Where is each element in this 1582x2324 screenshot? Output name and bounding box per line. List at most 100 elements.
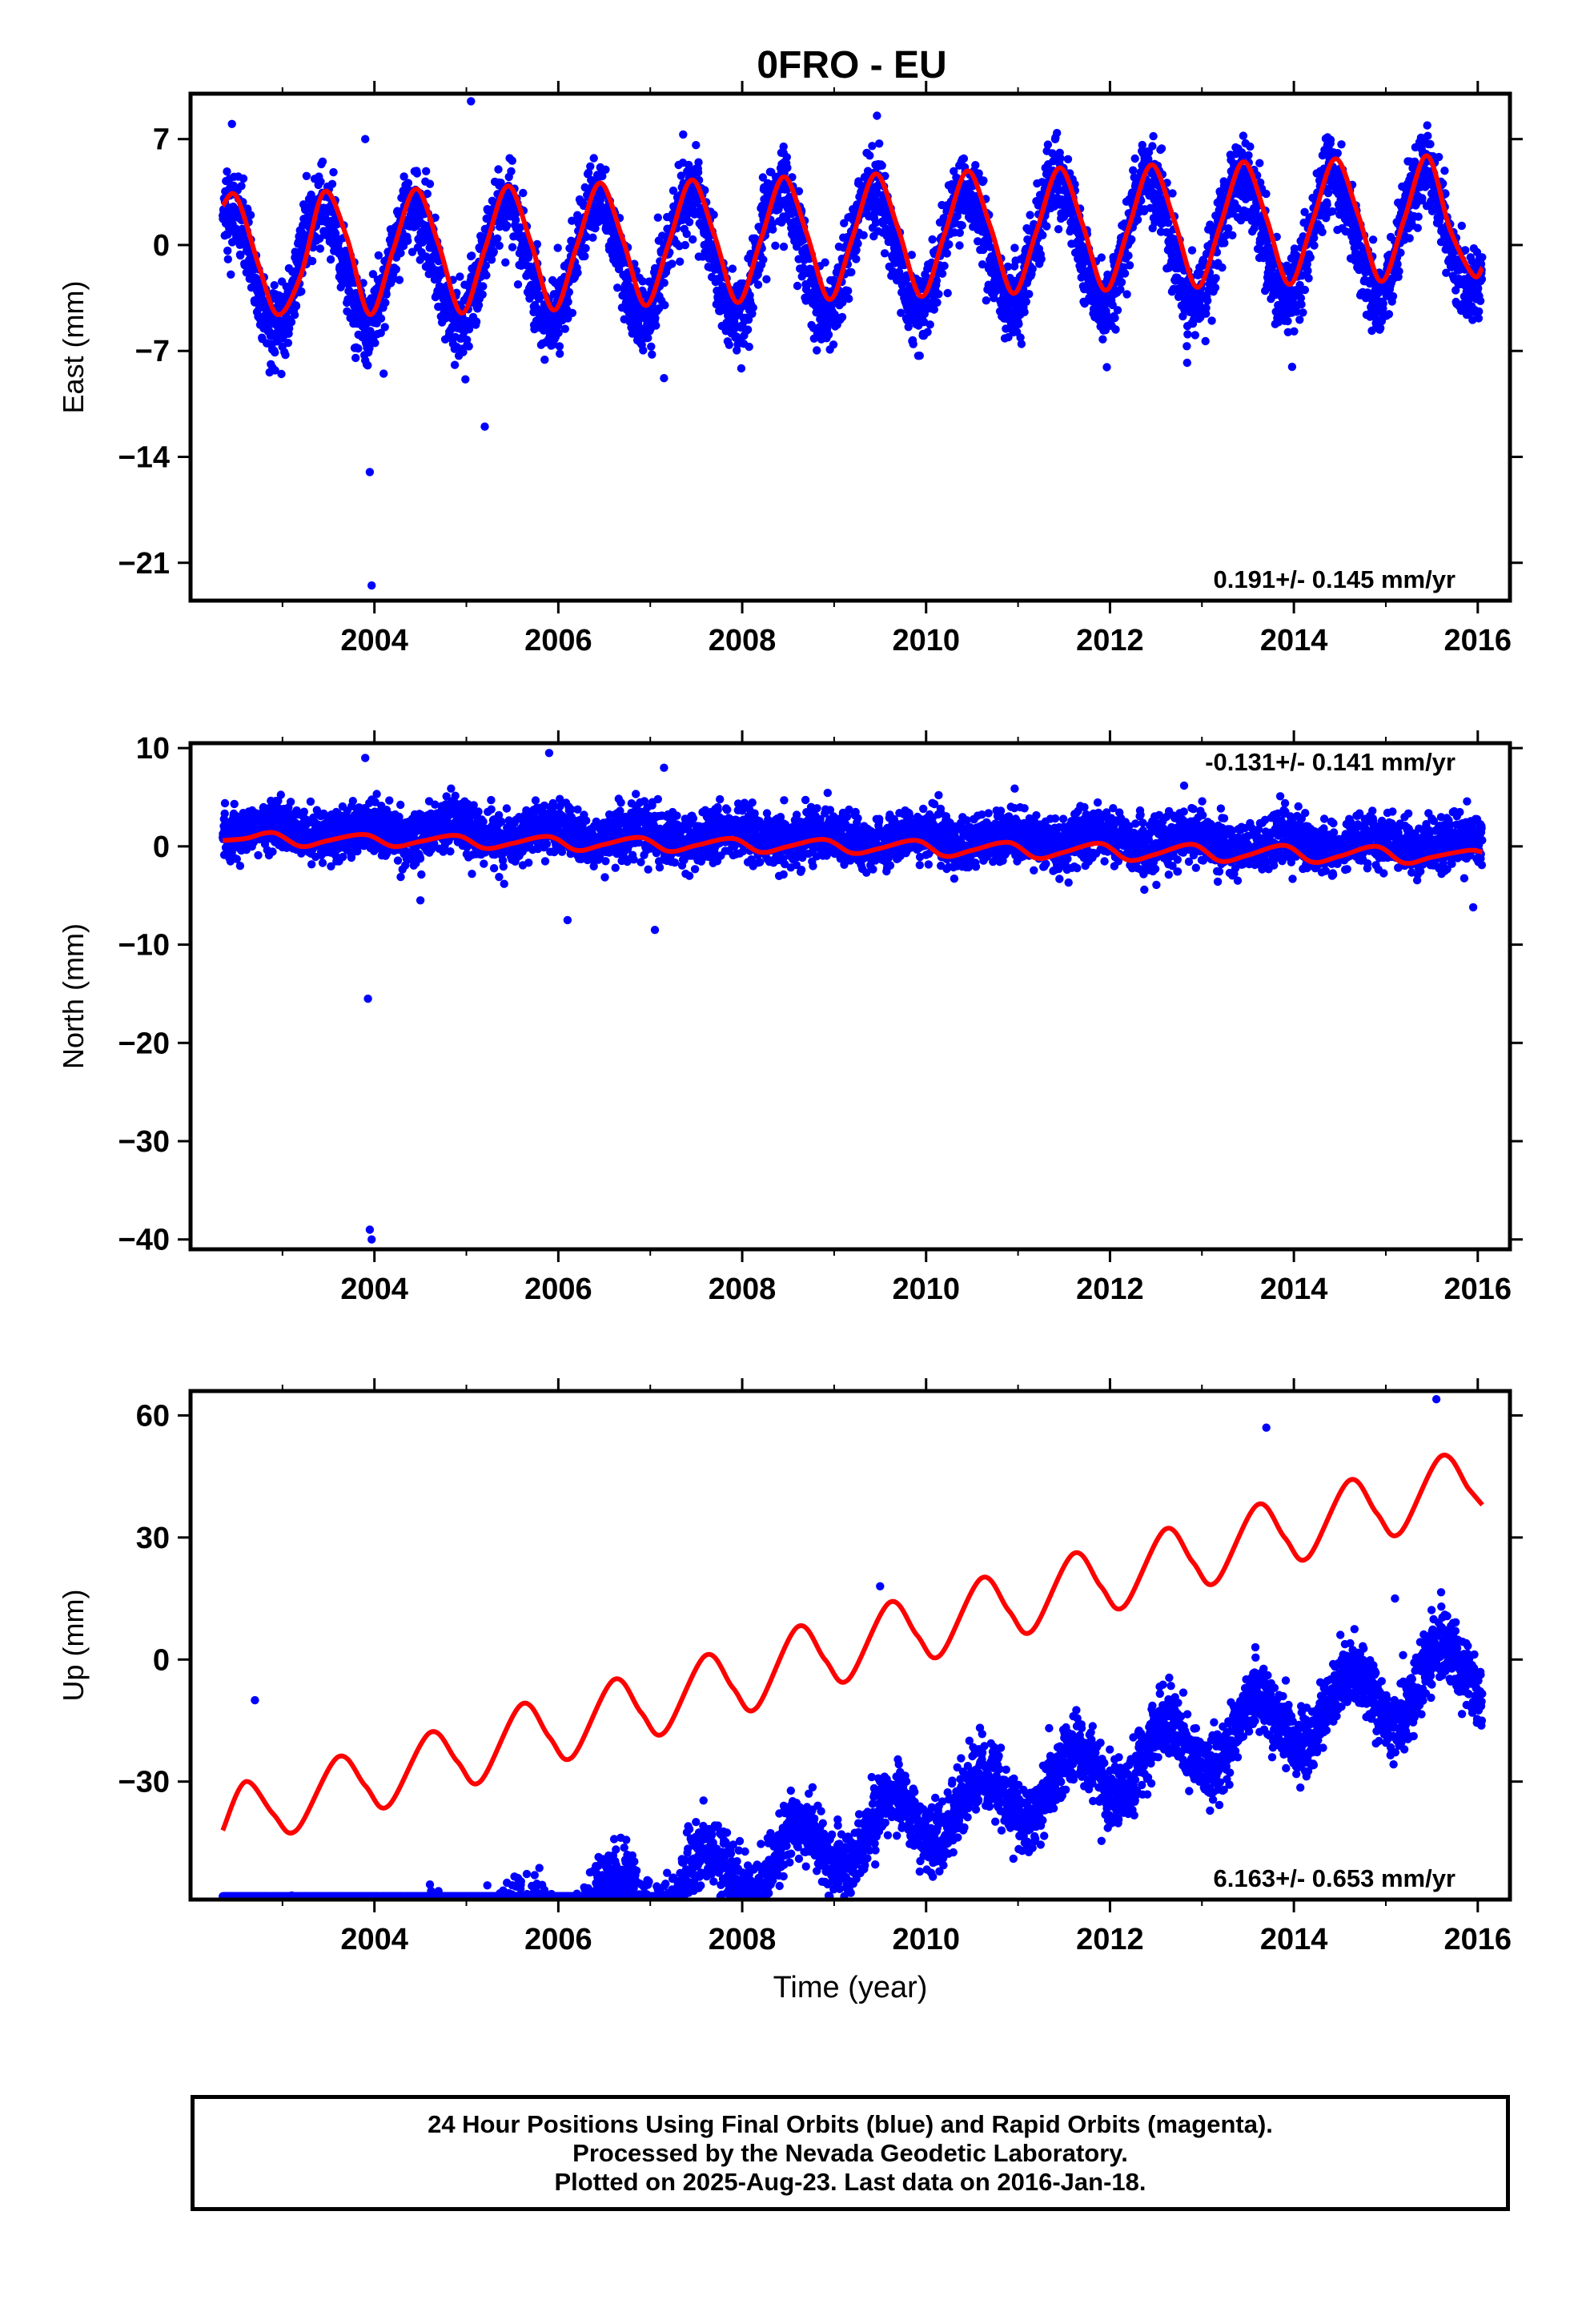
east-y-tick-label: −21 (118, 547, 170, 581)
east-data-point (1026, 211, 1034, 219)
east-data-point (1218, 263, 1227, 272)
east-data-point (223, 246, 232, 255)
east-data-point (318, 157, 327, 166)
figure-title: 0FRO - EU (757, 44, 946, 86)
east-data-point (737, 364, 746, 373)
east-data-point (582, 232, 591, 241)
east-data-point (343, 307, 351, 316)
east-data-point (1129, 166, 1138, 175)
east-data-point (416, 255, 424, 264)
east-data-point (1440, 167, 1449, 175)
east-data-point (472, 317, 481, 326)
east-data-point (769, 225, 777, 234)
east-data-point (281, 351, 290, 360)
east-data-point (1323, 200, 1331, 209)
east-data-point (1476, 296, 1485, 305)
east-plot-frame (188, 91, 1512, 603)
east-data-point (1426, 139, 1435, 149)
east-data-point (1255, 159, 1264, 167)
east-outlier-point (779, 142, 788, 151)
east-data-point (1020, 308, 1029, 316)
east-data-point (943, 288, 952, 298)
east-data-point (291, 302, 301, 311)
east-data-point (374, 251, 383, 260)
east-x-tick-label: 2016 (1444, 624, 1512, 657)
east-data-point (395, 275, 404, 284)
east-data-point (1207, 316, 1216, 325)
east-data-point (749, 304, 757, 312)
east-data-point (1148, 142, 1157, 151)
east-data-point (1295, 316, 1304, 324)
east-x-tick-label: 2014 (1260, 624, 1328, 657)
east-data-point (829, 340, 838, 349)
east-y-tick-label: 0 (153, 229, 170, 263)
north-data-point (220, 809, 229, 818)
east-data-point (290, 311, 299, 320)
east-data-point (1053, 128, 1062, 138)
east-data-point (495, 241, 504, 250)
east-data-point (223, 255, 232, 263)
east-data-point (1201, 336, 1210, 346)
east-data-point (1393, 259, 1402, 269)
east-data-point (1297, 300, 1306, 309)
east-data-point (1310, 241, 1319, 250)
east-data-point (1423, 131, 1432, 140)
east-data-point (926, 320, 934, 329)
east-data-point (923, 328, 932, 336)
east-data-point (824, 330, 833, 340)
east-data-point (1183, 330, 1192, 339)
east-data-point (1300, 285, 1310, 295)
east-data-point (852, 255, 861, 263)
east-data-point (1010, 243, 1019, 252)
east-data-point (762, 275, 771, 283)
east-data-point (371, 339, 379, 348)
east-data-point (271, 366, 279, 375)
east-data-point (412, 169, 422, 178)
east-data-point (668, 259, 677, 268)
east-data-point (1113, 306, 1122, 315)
north-data-point (254, 850, 263, 860)
east-data-point (270, 281, 279, 290)
east-outlier-point (660, 374, 669, 383)
east-data-point (589, 154, 598, 163)
east-data-point (651, 314, 660, 323)
east-data-point (227, 270, 235, 279)
east-data-point (494, 165, 503, 174)
north-points (219, 749, 1487, 1244)
east-data-point (316, 177, 325, 186)
east-data-point (1244, 151, 1253, 160)
east-data-point (681, 240, 689, 250)
east-data-point (400, 172, 408, 181)
north-data-point (220, 798, 230, 808)
east-data-point (351, 353, 360, 363)
east-data-point (422, 167, 431, 175)
east-outlier-point (379, 369, 388, 378)
east-data-point (464, 325, 474, 334)
east-data-point (329, 167, 338, 177)
east-data-point (880, 249, 889, 258)
east-data-point (853, 239, 862, 248)
east-data-point (246, 211, 255, 219)
east-data-point (524, 249, 533, 259)
east-data-point (560, 324, 569, 333)
east-data-point (507, 167, 516, 176)
east-data-point (1290, 327, 1299, 336)
east-data-point (955, 228, 965, 237)
east-data-point (1117, 278, 1126, 287)
east-data-point (847, 267, 856, 277)
east-data-point (380, 323, 389, 332)
east-data-point (661, 300, 669, 310)
east-data-point (1318, 227, 1327, 236)
east-outlier-point (367, 581, 376, 590)
east-data-point (1028, 264, 1037, 273)
east-data-point (940, 261, 949, 271)
east-data-point (501, 258, 510, 267)
east-y-tick-label: 7 (153, 123, 170, 157)
east-data-point (540, 356, 549, 364)
east-data-point (1056, 154, 1065, 163)
east-data-point (464, 342, 473, 351)
east-data-point (1478, 253, 1487, 262)
east-data-point (503, 221, 512, 230)
east-data-point (1246, 142, 1255, 151)
